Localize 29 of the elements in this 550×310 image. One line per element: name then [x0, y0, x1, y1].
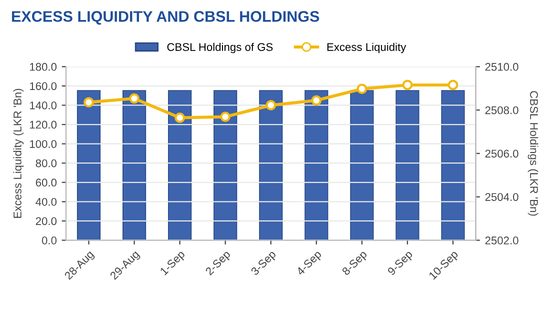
point: [266, 100, 276, 110]
point: [448, 80, 458, 90]
point: [84, 97, 94, 108]
y-tick-label: 80.0: [36, 159, 57, 168]
y2-tick-label: 2506.0: [485, 150, 518, 158]
chart-title: EXCESS LIQUIDITY AND CBSL HOLDINGS: [12, 11, 320, 25]
point: [356, 84, 368, 94]
y-tick-label: 0.0: [42, 236, 57, 244]
y-tick-label: 120.0: [30, 120, 57, 129]
y2-axis-title: CBSL Holdings (LKR 'Bn): [528, 91, 538, 216]
point: [174, 112, 186, 123]
y2-tick-label: 2504.0: [485, 193, 518, 201]
point: [402, 80, 413, 90]
y-tick-label: 20.0: [36, 217, 57, 226]
point: [220, 112, 231, 122]
y-tick-label: 60.0: [36, 178, 57, 187]
y-tick-label: 100.0: [30, 140, 57, 148]
point: [311, 95, 322, 106]
point: [129, 93, 140, 104]
y2-tick-label: 2508.0: [485, 106, 518, 114]
y-tick-label: 180.0: [30, 62, 57, 71]
y2-tick-label: 2502.0: [485, 236, 518, 244]
legend-label: Excess Liquidity: [327, 42, 406, 54]
y2-tick-label: 2510.0: [485, 62, 518, 71]
legend-label: CBSL Holdings of GS: [167, 42, 273, 54]
y-tick-label: 160.0: [30, 82, 57, 90]
y-axis-title: Excess Liquidity (LKR 'Bn): [13, 88, 24, 218]
y-tick-label: 140.0: [30, 101, 57, 110]
y-tick-label: 40.0: [36, 198, 57, 206]
